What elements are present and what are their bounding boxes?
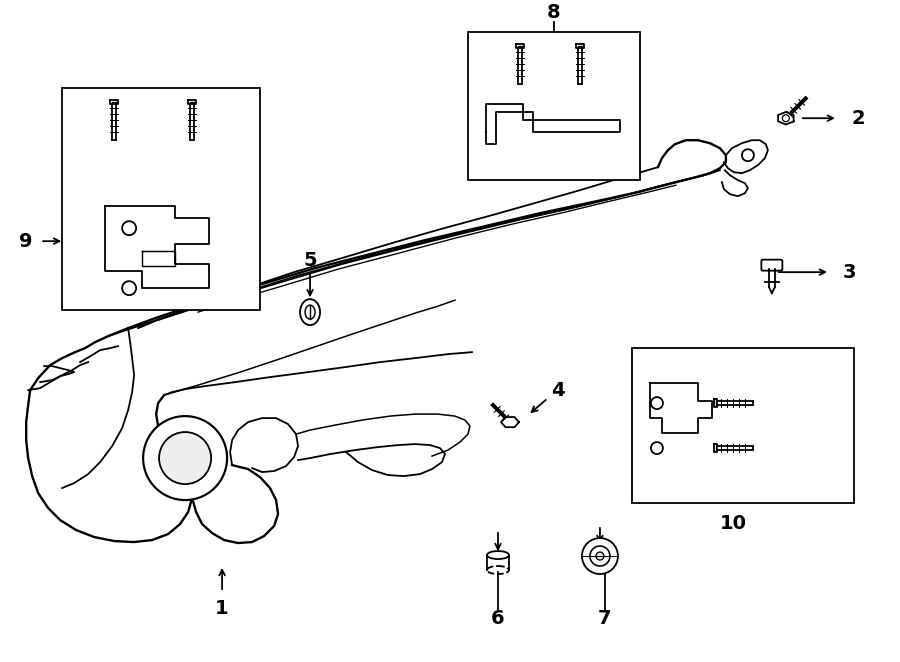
Text: 5: 5 [303,251,317,269]
Polygon shape [714,444,717,452]
Polygon shape [188,100,196,104]
Text: 3: 3 [843,263,857,281]
Text: 2: 2 [851,109,865,128]
Text: 10: 10 [719,514,746,532]
Polygon shape [714,399,717,407]
Polygon shape [650,383,712,433]
Polygon shape [487,555,509,570]
Circle shape [590,546,610,566]
Polygon shape [576,44,584,48]
Polygon shape [105,206,209,288]
Polygon shape [578,48,582,84]
Text: 9: 9 [20,232,33,251]
Polygon shape [769,269,775,287]
Polygon shape [518,48,522,84]
Text: 4: 4 [551,381,565,400]
Circle shape [596,552,604,560]
Bar [632,348,854,503]
Polygon shape [501,417,519,427]
FancyBboxPatch shape [761,260,782,271]
Circle shape [159,432,211,484]
Polygon shape [717,401,753,405]
Text: 7: 7 [598,608,612,628]
Ellipse shape [487,551,509,559]
Polygon shape [516,44,524,48]
Polygon shape [717,446,753,450]
Bar [468,32,640,180]
Circle shape [143,416,227,500]
Ellipse shape [300,299,320,325]
Text: 6: 6 [491,608,505,628]
Text: 1: 1 [215,598,229,618]
Circle shape [582,538,618,574]
Polygon shape [110,100,118,104]
Polygon shape [112,104,116,140]
Bar [62,88,260,310]
Polygon shape [778,112,794,124]
Text: 8: 8 [547,3,561,22]
Ellipse shape [305,305,315,319]
Polygon shape [190,104,194,140]
